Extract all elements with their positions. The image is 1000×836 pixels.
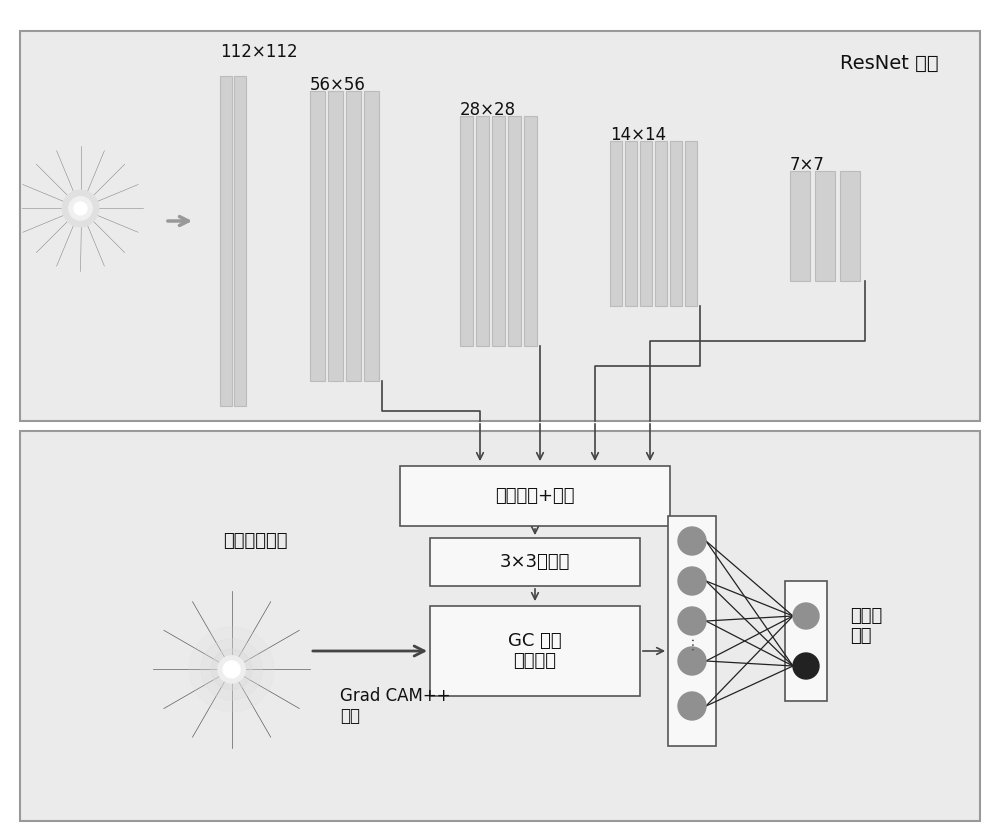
Text: 3×3卷积核: 3×3卷积核	[500, 553, 570, 571]
FancyBboxPatch shape	[430, 606, 640, 696]
FancyBboxPatch shape	[508, 116, 521, 346]
Circle shape	[793, 603, 819, 629]
Text: ⋯: ⋯	[685, 636, 699, 650]
Text: 112×112: 112×112	[220, 43, 298, 61]
FancyBboxPatch shape	[655, 141, 667, 306]
Text: GC 自注
意力模块: GC 自注 意力模块	[508, 632, 562, 670]
FancyBboxPatch shape	[492, 116, 505, 346]
FancyBboxPatch shape	[840, 171, 860, 281]
FancyBboxPatch shape	[790, 171, 810, 281]
Circle shape	[223, 661, 240, 678]
Text: ResNet 骨架: ResNet 骨架	[840, 54, 939, 73]
Text: Grad CAM++
算法: Grad CAM++ 算法	[340, 686, 451, 726]
Circle shape	[678, 527, 706, 555]
Circle shape	[74, 202, 87, 215]
Circle shape	[189, 627, 274, 712]
FancyBboxPatch shape	[625, 141, 637, 306]
FancyBboxPatch shape	[685, 141, 697, 306]
FancyBboxPatch shape	[346, 91, 361, 381]
FancyBboxPatch shape	[668, 516, 716, 746]
Circle shape	[678, 647, 706, 675]
Circle shape	[678, 692, 706, 720]
FancyBboxPatch shape	[400, 466, 670, 526]
FancyBboxPatch shape	[524, 116, 537, 346]
FancyBboxPatch shape	[430, 538, 640, 586]
Text: 14×14: 14×14	[610, 126, 666, 144]
Circle shape	[678, 567, 706, 595]
Circle shape	[211, 649, 252, 690]
Circle shape	[793, 653, 819, 679]
Circle shape	[69, 196, 92, 220]
FancyBboxPatch shape	[785, 581, 827, 701]
FancyBboxPatch shape	[640, 141, 652, 306]
Text: 标签证据图谱: 标签证据图谱	[223, 532, 287, 550]
FancyBboxPatch shape	[220, 76, 232, 406]
FancyBboxPatch shape	[610, 141, 622, 306]
FancyBboxPatch shape	[364, 91, 379, 381]
Text: 青光眼
健康: 青光眼 健康	[850, 607, 882, 645]
Text: 7×7: 7×7	[790, 156, 825, 174]
Text: 56×56: 56×56	[310, 76, 366, 94]
FancyBboxPatch shape	[20, 31, 980, 421]
Circle shape	[218, 655, 245, 683]
Circle shape	[62, 191, 99, 227]
FancyBboxPatch shape	[20, 431, 980, 821]
FancyBboxPatch shape	[476, 116, 489, 346]
FancyBboxPatch shape	[234, 76, 246, 406]
FancyBboxPatch shape	[310, 91, 325, 381]
Text: 池化操作+合并: 池化操作+合并	[495, 487, 575, 505]
Text: 28×28: 28×28	[460, 101, 516, 119]
FancyBboxPatch shape	[328, 91, 343, 381]
FancyBboxPatch shape	[815, 171, 835, 281]
FancyBboxPatch shape	[460, 116, 473, 346]
Circle shape	[678, 607, 706, 635]
Circle shape	[201, 639, 262, 700]
FancyBboxPatch shape	[670, 141, 682, 306]
